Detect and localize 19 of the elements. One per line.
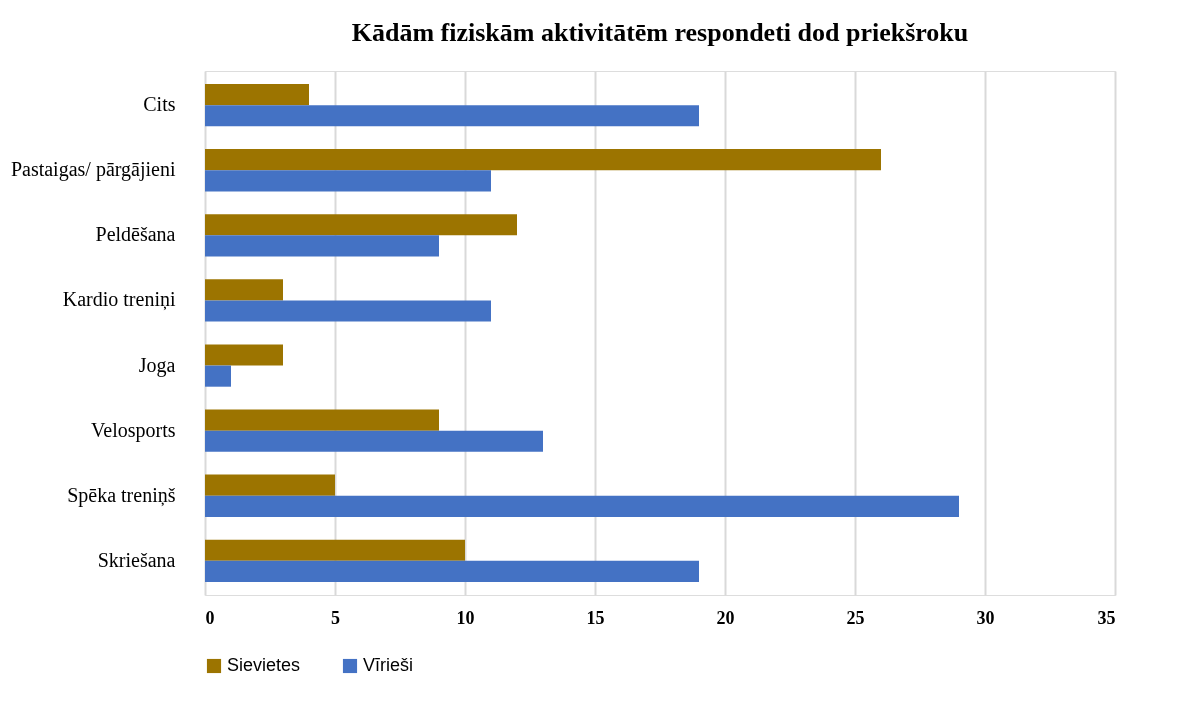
y-tick-label: Skriešana <box>97 548 176 571</box>
legend-label: Vīrieši <box>363 655 414 675</box>
x-tick-label: 20 <box>716 607 735 628</box>
x-tick-label: 25 <box>846 607 865 628</box>
y-tick-label: Pastaigas/ pārgājieni <box>10 158 176 182</box>
x-tick-label: 10 <box>456 607 475 628</box>
x-tick-label: 15 <box>586 607 605 628</box>
y-tick-label: Spēka treniņš <box>67 483 176 507</box>
x-tick-label: 30 <box>976 607 995 628</box>
legend-label: Sievietes <box>227 655 301 675</box>
y-tick-label: Velosports <box>91 418 176 442</box>
x-tick-label: 35 <box>1097 607 1116 628</box>
x-tick-label: 0 <box>205 607 215 628</box>
chart-title: Kādām fiziskām aktivitātēm respondeti dod priekšroku <box>351 18 969 47</box>
x-tick-label: 5 <box>331 607 340 628</box>
y-tick-label: Joga <box>138 353 176 377</box>
y-tick-label: Kardio treniņi <box>62 288 176 312</box>
y-tick-label: Peldēšana <box>95 223 176 246</box>
y-tick-label: Cits <box>143 93 176 116</box>
